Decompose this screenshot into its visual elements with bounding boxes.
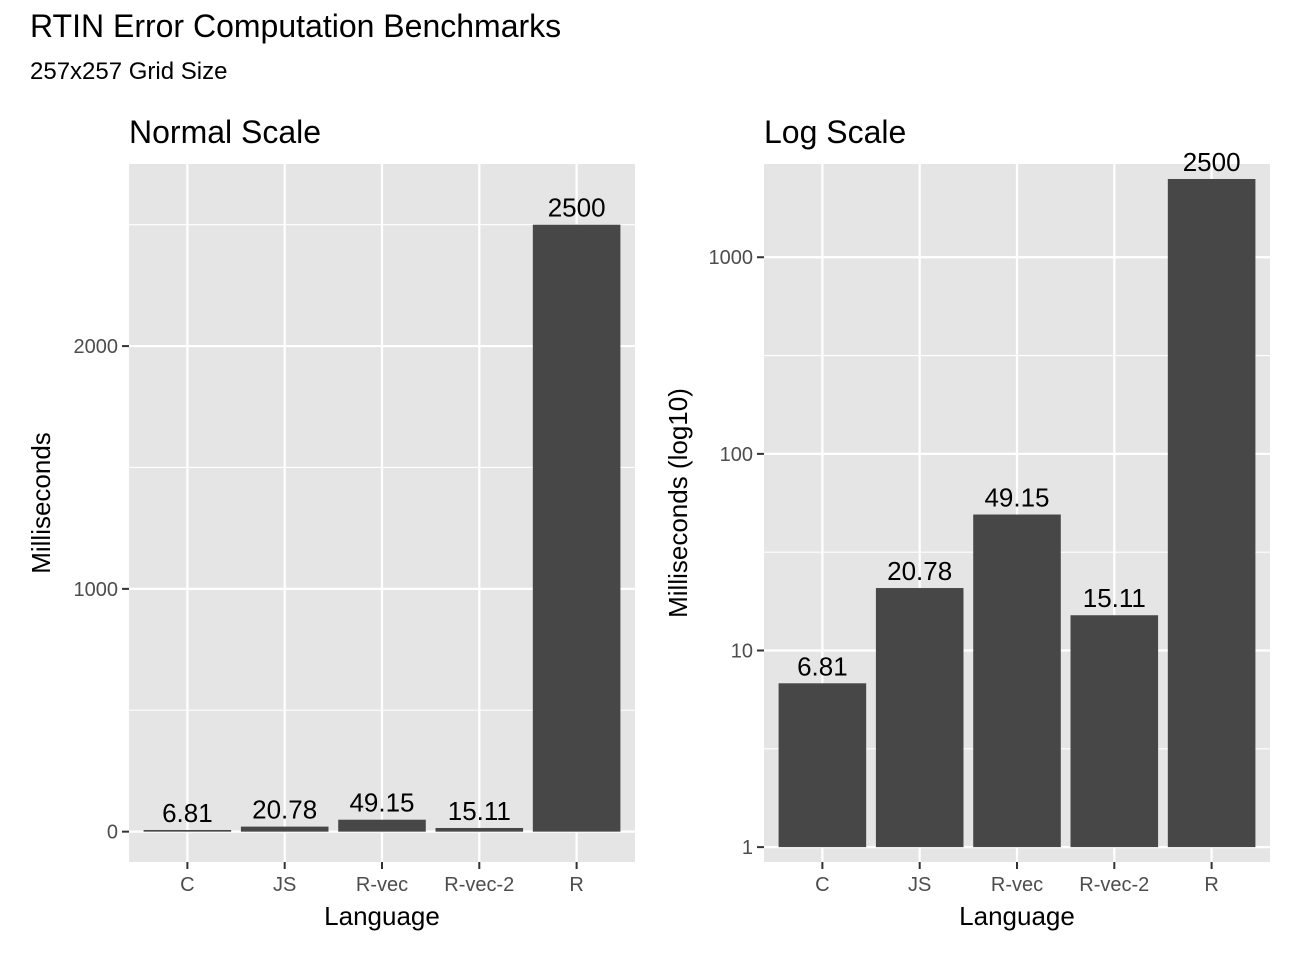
y-tick-label: 1000 [74, 579, 119, 601]
bar-js [875, 588, 964, 848]
data-label-r-vec: 49.15 [349, 788, 414, 818]
y-tick-label: 2000 [74, 336, 119, 358]
x-tick-label: R-vec [991, 874, 1043, 896]
data-label-c: 6.81 [797, 651, 848, 681]
panel-2: 6.81 20.78 49.15 15.11 2500 1 10 100 1000 C JS R-ve… [663, 114, 1270, 931]
panel-title: Normal Scale [129, 114, 321, 150]
bar-js [240, 826, 329, 832]
chart-title: RTIN Error Computation Benchmarks [30, 8, 562, 44]
x-tick-label: R-vec-2 [1079, 874, 1149, 896]
bar-c [143, 829, 232, 832]
data-label-r-vec-2: 15.11 [448, 796, 511, 826]
x-tick-label: C [815, 874, 829, 896]
x-tick-label: R-vec [356, 874, 408, 896]
bar-r [1167, 178, 1256, 848]
x-tick-label: JS [908, 874, 931, 896]
chart-subtitle: 257x257 Grid Size [30, 58, 228, 85]
y-tick-label: 1000 [709, 247, 754, 269]
x-tick-label: R [569, 874, 583, 896]
x-tick-label: R-vec-2 [444, 874, 514, 896]
data-label-r-vec-2: 15.11 [1083, 583, 1146, 613]
bar-r-vec-2 [435, 827, 524, 832]
y-tick-label: 10 [731, 640, 753, 662]
y-axis-title: Milliseconds [26, 432, 56, 574]
data-label-js: 20.78 [252, 795, 317, 825]
bar-r-vec [973, 514, 1061, 848]
bar-c [778, 683, 867, 848]
bar-r [532, 224, 621, 832]
bar-r-vec-2 [1070, 615, 1159, 848]
y-tick-label: 100 [720, 444, 753, 466]
data-label-js: 20.78 [887, 556, 952, 586]
x-tick-label: R [1204, 874, 1218, 896]
x-tick-label: C [180, 874, 194, 896]
y-axis-title: Milliseconds (log10) [663, 388, 693, 618]
x-axis-title: Language [959, 901, 1075, 931]
y-tick-label: 1 [742, 837, 753, 859]
x-tick-label: JS [273, 874, 296, 896]
data-label-r: 2500 [1183, 147, 1241, 177]
data-label-r: 2500 [548, 193, 606, 223]
bar-r-vec [338, 819, 426, 832]
x-axis-title: Language [324, 901, 440, 931]
data-label-c: 6.81 [162, 798, 213, 828]
y-tick-label: 0 [107, 822, 118, 844]
data-label-r-vec: 49.15 [984, 483, 1049, 513]
panel-title: Log Scale [764, 114, 906, 150]
panel-1: 6.81 20.78 49.15 15.11 2500 0 1000 2000 C JS R-vec… [26, 114, 635, 931]
